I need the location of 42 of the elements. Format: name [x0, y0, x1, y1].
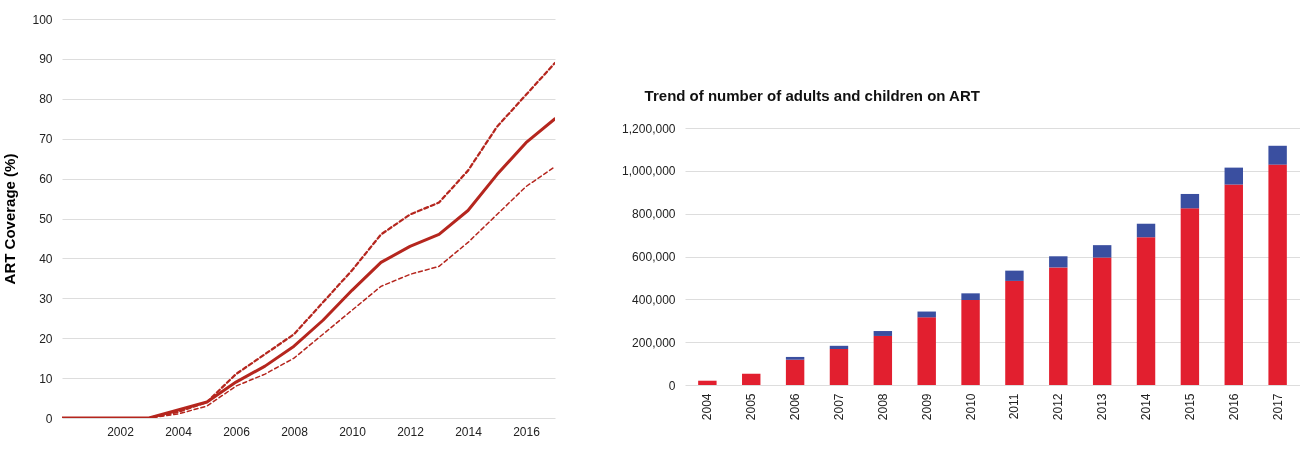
x-tick-label: 2008 [875, 393, 890, 421]
x-tick-label: 2017 [1270, 393, 1285, 421]
x-tick-label: 2002 [107, 424, 135, 439]
x-tick-label: 2010 [339, 424, 367, 439]
x-tick-label: 2011 [1007, 393, 1022, 420]
y-tick-label: 0 [45, 411, 53, 426]
x-tick-label: 2013 [1095, 393, 1110, 421]
y-tick-label: 40 [39, 251, 53, 266]
x-tick-label: 2015 [1182, 393, 1197, 421]
x-tick-label: 2007 [831, 393, 846, 421]
y-tick-label: 1,000,000 [622, 164, 676, 179]
y-tick-label: 60 [39, 172, 53, 187]
x-tick-label: 2006 [788, 393, 803, 421]
x-tick-label: 2006 [223, 424, 251, 439]
y-tick-label: 10 [39, 371, 53, 386]
y-tick-label: 80 [39, 92, 53, 107]
y-tick-label: 200,000 [632, 335, 676, 350]
y-tick-label: 0 [668, 378, 676, 393]
x-tick-label: 2008 [281, 424, 309, 439]
x-tick-label: 2012 [397, 424, 425, 439]
y-tick-label: 70 [39, 132, 53, 147]
x-tick-label: 2005 [744, 393, 759, 421]
chart-title: Trend of number of adults and children on ART [644, 87, 980, 104]
y-tick-label: 100 [32, 12, 53, 27]
y-tick-label: 20 [39, 331, 53, 346]
x-tick-label: 2012 [1051, 393, 1066, 421]
y-tick-label: 600,000 [632, 250, 676, 264]
x-tick-label: 2009 [919, 393, 934, 421]
y-tick-label: 30 [39, 291, 53, 306]
x-tick-label: 2016 [513, 424, 541, 439]
y-axis-title: ART Coverage (%) [1, 153, 19, 285]
y-tick-label: 800,000 [632, 207, 676, 222]
x-tick-label: 2004 [700, 393, 715, 421]
y-tick-label: 1,200,000 [622, 121, 676, 136]
x-tick-label: 2014 [455, 424, 483, 439]
x-tick-label: 2014 [1139, 393, 1154, 421]
y-tick-label: 90 [39, 52, 53, 67]
x-tick-label: 2016 [1226, 393, 1241, 421]
x-tick-label: 2010 [963, 393, 978, 421]
x-tick-label: 2004 [165, 424, 193, 439]
y-tick-label: 400,000 [632, 292, 676, 307]
y-tick-label: 50 [39, 212, 53, 226]
